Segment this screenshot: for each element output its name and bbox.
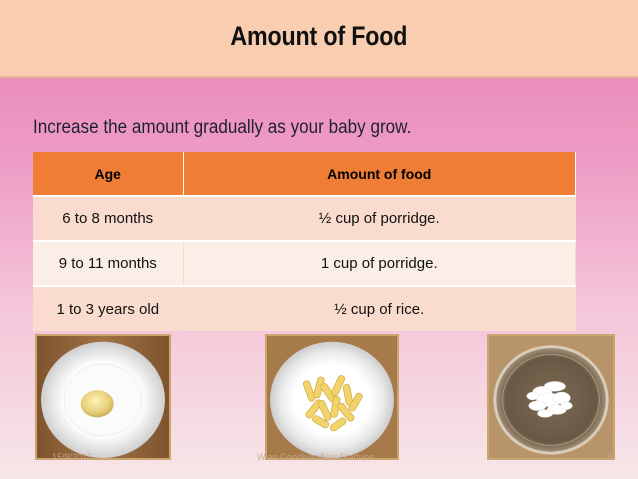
amount-cell: ½ cup of rice. [183,285,576,331]
column-header-amount: Amount of food [183,152,576,196]
table-row: 6 to 8 months ½ cup of porridge. [33,195,576,241]
slide-title: Amount of Food [230,20,408,51]
footer-date: 15/8/2015 [52,452,93,462]
pasta-plate-icon [267,336,397,458]
porridge-plate-photo [35,334,171,460]
pasta-plate-photo [265,334,399,460]
amount-cell: ½ cup of porridge. [183,195,576,241]
slide-header: Amount of Food [0,0,638,78]
porridge-plate-icon [37,336,169,458]
age-cell: 9 to 11 months [33,240,184,286]
age-cell: 6 to 8 months [33,195,184,241]
footer-page-number: 8 [608,452,614,462]
table-header-row: Age Amount of food [33,152,576,196]
table-row: 9 to 11 months 1 cup of porridge. [33,240,576,286]
food-amount-table: Age Amount of food 6 to 8 months ½ cup o… [33,152,576,331]
rice-bowl-photo [487,334,615,460]
column-header-age: Age [33,152,184,196]
amount-cell: 1 cup of porridge. [183,240,576,286]
table-row: 1 to 3 years old ½ cup of rice. [33,285,576,331]
footer-credit: Wlan Goodluan/Nes Startupe [257,452,375,462]
age-cell: 1 to 3 years old [33,285,184,331]
slide-subtitle: Increase the amount gradually as your ba… [33,117,412,138]
rice-bowl-icon [489,336,613,458]
